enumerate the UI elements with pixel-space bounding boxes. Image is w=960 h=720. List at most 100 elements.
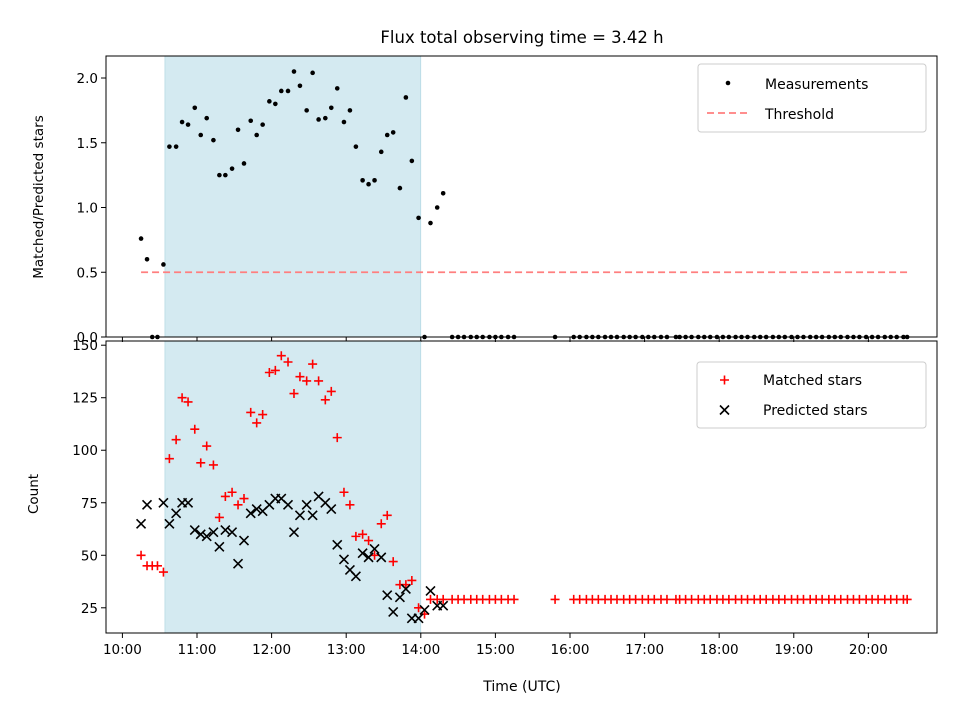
matched-point bbox=[407, 575, 417, 585]
top-y-tick-label: 1.5 bbox=[77, 136, 98, 152]
matched-point bbox=[388, 557, 398, 567]
top-y-ticks: 0.0 0.5 1.0 1.5 2.0 bbox=[77, 71, 106, 346]
measurement-point bbox=[217, 172, 222, 178]
top-y-tick-label: 1.0 bbox=[77, 201, 98, 217]
x-tick-label: 15:00 bbox=[476, 642, 515, 658]
predicted-point bbox=[307, 510, 318, 521]
predicted-point bbox=[288, 527, 300, 538]
top-panel: 0.0 0.5 1.0 1.5 2.0 Flux total observing tim… bbox=[31, 28, 938, 346]
matched-point bbox=[283, 357, 293, 367]
measurement-point bbox=[366, 181, 371, 187]
matched-point bbox=[401, 580, 411, 590]
bottom-legend: Matched stars Predicted stars bbox=[696, 361, 927, 429]
measurement-point bbox=[173, 144, 179, 149]
matched-point bbox=[345, 500, 355, 510]
predicted-point bbox=[413, 613, 424, 624]
legend-label-threshold: Threshold bbox=[764, 107, 834, 123]
measurement-point bbox=[409, 158, 415, 164]
measurement-point bbox=[316, 117, 321, 122]
measurement-point bbox=[372, 178, 377, 183]
top-legend-box bbox=[697, 63, 927, 133]
x-tick-label: 16:00 bbox=[551, 642, 590, 658]
matched-point bbox=[252, 418, 262, 428]
predicted-point bbox=[171, 508, 182, 519]
predicted-point bbox=[350, 571, 361, 582]
predicted-point bbox=[201, 531, 212, 542]
measurement-point bbox=[397, 185, 403, 191]
top-y-tick-label: 0.0 bbox=[77, 330, 98, 346]
matched-point bbox=[177, 393, 187, 403]
top-y-tick-label: 0.5 bbox=[77, 265, 98, 281]
bottom-y-tick-label: 150 bbox=[72, 338, 98, 354]
matched-point bbox=[220, 491, 230, 501]
bottom-y-tick-label: 50 bbox=[81, 548, 98, 564]
matched-point bbox=[376, 519, 386, 529]
predicted-point bbox=[164, 518, 175, 529]
measurement-point bbox=[434, 205, 440, 210]
predicted-point bbox=[227, 527, 238, 538]
measurement-point bbox=[297, 83, 303, 89]
predicted-point bbox=[189, 524, 200, 536]
measurement-point bbox=[235, 127, 241, 133]
legend-marker-predicted bbox=[719, 404, 730, 416]
bottom-y-tick-label: 25 bbox=[81, 601, 98, 617]
predicted-point bbox=[338, 554, 350, 565]
predicted-point bbox=[419, 604, 430, 615]
bottom-plot-marks bbox=[135, 351, 912, 624]
predicted-point bbox=[182, 497, 194, 508]
measurement-point bbox=[229, 166, 235, 171]
x-tick-label: 12:00 bbox=[252, 642, 291, 658]
bottom-y-tick-label: 100 bbox=[72, 443, 98, 459]
legend-marker-matched bbox=[720, 375, 729, 385]
matched-point bbox=[258, 410, 268, 420]
predicted-point bbox=[141, 499, 153, 510]
x-axis-label: Time (UTC) bbox=[482, 679, 560, 695]
matched-point bbox=[358, 529, 368, 539]
predicted-point bbox=[357, 548, 368, 559]
matched-point bbox=[196, 458, 206, 468]
measurement-point bbox=[291, 69, 297, 74]
measurement-point bbox=[248, 118, 254, 124]
matched-point bbox=[438, 594, 448, 604]
legend-label-predicted: Predicted stars bbox=[763, 403, 868, 419]
matched-point bbox=[295, 372, 305, 382]
top-axes-frame bbox=[105, 55, 938, 338]
legend-label-matched: Matched stars bbox=[763, 373, 862, 389]
matched-point bbox=[302, 376, 312, 386]
top-y-axis-label: Matched/Predicted stars bbox=[31, 115, 47, 278]
bottom-y-ticks: 25 50 75 100 125 150 bbox=[72, 338, 106, 617]
measurement-point bbox=[211, 137, 216, 143]
predicted-point bbox=[232, 558, 244, 569]
bottom-panel: 25 50 75 100 125 150 10:00 11:00 12:00 13:00 14:0… bbox=[26, 338, 938, 695]
matched-point bbox=[339, 487, 349, 497]
matched-point bbox=[158, 567, 168, 577]
predicted-point bbox=[363, 552, 374, 563]
measurement-point bbox=[323, 115, 328, 121]
bottom-y-axis-label: Count bbox=[26, 474, 42, 514]
measurement-point bbox=[416, 215, 421, 221]
bottom-y-tick-label: 75 bbox=[81, 496, 98, 512]
predicted-point bbox=[326, 503, 337, 515]
matched-point bbox=[136, 550, 146, 560]
measurement-point bbox=[304, 108, 309, 113]
legend-label-measurements: Measurements bbox=[765, 77, 868, 93]
measurement-point bbox=[347, 108, 353, 113]
matched-point bbox=[233, 500, 243, 510]
measurement-point bbox=[138, 236, 144, 241]
top-shaded-span bbox=[164, 55, 422, 338]
measurement-point bbox=[254, 132, 259, 138]
measurement-point bbox=[440, 190, 446, 196]
matched-point bbox=[382, 510, 392, 520]
predicted-point bbox=[238, 535, 250, 546]
matched-point bbox=[662, 594, 672, 604]
matched-point bbox=[364, 536, 374, 546]
x-tick-label: 18:00 bbox=[700, 642, 739, 658]
predicted-point bbox=[425, 585, 436, 597]
measurement-point bbox=[353, 144, 359, 149]
bottom-axes-frame bbox=[105, 340, 938, 634]
matched-point bbox=[351, 531, 361, 541]
measurement-point bbox=[378, 149, 384, 155]
predicted-point bbox=[294, 510, 306, 521]
bottom-shaded-span bbox=[164, 340, 422, 634]
predicted-point bbox=[195, 529, 206, 540]
